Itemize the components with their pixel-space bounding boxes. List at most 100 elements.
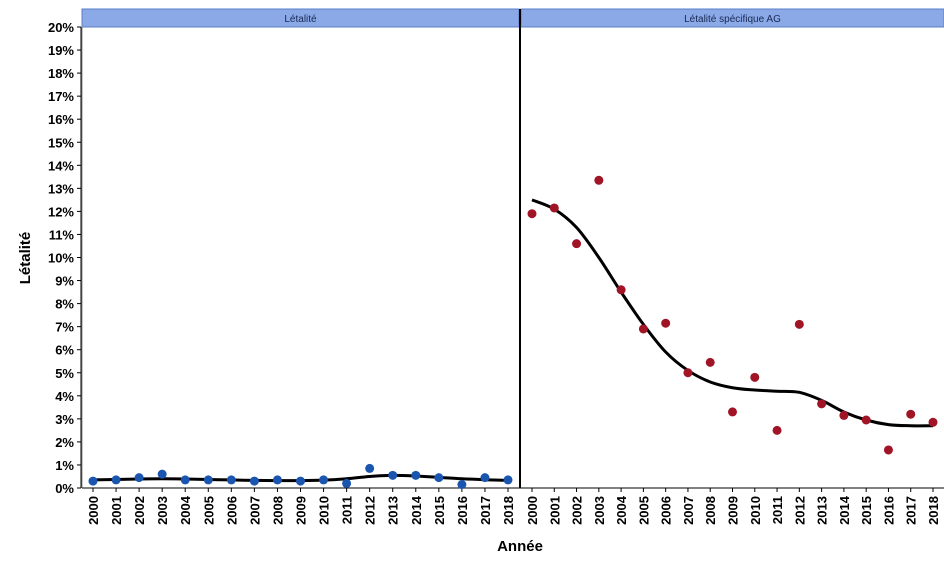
panel-title-2: Létalité spécifique AG (684, 14, 781, 25)
trend-lines (92, 198, 934, 483)
y-tick-label: 16% (48, 112, 74, 127)
x-tick-label: 2003 (592, 496, 607, 525)
data-point (572, 239, 582, 249)
data-point (839, 410, 849, 420)
x-tick-label: 2004 (614, 495, 629, 525)
trend-line-2 (531, 198, 934, 428)
data-point (180, 475, 190, 485)
data-point (728, 407, 737, 417)
y-tick-label: 19% (48, 43, 74, 58)
data-point (203, 475, 213, 485)
x-tick-label: 2009 (294, 496, 309, 525)
data-point (906, 409, 916, 419)
data-point (249, 476, 259, 486)
data-point (365, 463, 375, 473)
x-tick-label: 2002 (132, 496, 147, 525)
x-tick-label: 2011 (770, 496, 785, 524)
data-point (272, 475, 282, 485)
y-tick-label: 20% (48, 20, 74, 35)
x-tick-label: 2017 (904, 496, 919, 525)
data-points (88, 175, 938, 490)
x-tick-label: 2000 (525, 496, 540, 525)
data-point (457, 480, 467, 490)
panel-title-1: Létalité (284, 14, 317, 25)
data-point (683, 368, 693, 378)
x-tick-label: 2016 (455, 496, 470, 525)
data-point (594, 175, 604, 185)
x-tick-label: 2013 (386, 496, 401, 525)
x-tick-label: 2006 (659, 496, 674, 525)
panel-headers: Létalité Létalité spécifique AG (81, 8, 944, 28)
x-tick-label: 2018 (501, 496, 516, 525)
data-point (434, 473, 444, 483)
x-tick-label: 2010 (748, 496, 763, 525)
panel-frames (81, 9, 944, 489)
y-tick-label: 17% (48, 89, 74, 104)
data-point (616, 285, 626, 295)
y-axis-title: Létalité (17, 232, 34, 285)
x-tick-label: 2006 (224, 496, 239, 525)
data-point (861, 415, 871, 425)
x-tick-label: 2008 (703, 496, 718, 525)
y-tick-label: 2% (55, 435, 74, 450)
x-tick-label: 2011 (340, 496, 355, 524)
x-tick-label: 2015 (859, 496, 874, 525)
y-tick-label: 7% (55, 320, 74, 335)
data-point (549, 203, 559, 213)
y-tick-label: 1% (55, 458, 74, 473)
x-tick-label: 2012 (363, 496, 378, 525)
x-tick-label: 2014 (409, 495, 424, 525)
data-point (638, 324, 648, 334)
y-tick-label: 14% (48, 158, 74, 173)
data-point (480, 473, 490, 483)
data-point (88, 476, 98, 486)
y-tick-label: 8% (55, 297, 74, 312)
x-tick-label: 2004 (178, 495, 193, 525)
y-tick-label: 11% (49, 227, 75, 242)
x-tick-label: 2014 (837, 495, 852, 525)
data-point (319, 475, 329, 485)
x-tick-label: 2010 (317, 496, 332, 525)
data-point (226, 475, 236, 485)
data-point (794, 319, 804, 329)
data-point (111, 475, 121, 485)
x-tick-label: 2018 (926, 496, 941, 525)
x-tick-label: 2009 (726, 496, 741, 525)
data-point (342, 478, 352, 488)
x-tick-label: 2000 (86, 496, 101, 525)
data-point (928, 417, 938, 427)
y-tick-label: 4% (55, 389, 74, 404)
x-tick-label: 2001 (109, 496, 124, 525)
data-point (503, 475, 513, 485)
x-tick-label: 2008 (270, 496, 285, 525)
data-point (134, 473, 144, 483)
y-tick-label: 3% (55, 412, 74, 427)
x-tick-label: 2005 (201, 496, 216, 525)
x-axis-title: Année (497, 538, 543, 555)
data-point (750, 372, 760, 382)
y-tick-label: 12% (48, 204, 74, 219)
data-point (411, 470, 421, 480)
x-tick-label: 2003 (155, 496, 170, 525)
y-tick-label: 15% (48, 135, 74, 150)
x-axis: 2000 2001 2002 2003 2004 2005 2006 2007 2008 2009… (86, 488, 941, 525)
data-point (527, 209, 537, 219)
y-tick-label: 5% (55, 366, 74, 381)
data-point (388, 470, 398, 480)
data-point (772, 425, 782, 435)
y-tick-label: 10% (48, 251, 74, 266)
x-tick-label: 2007 (681, 496, 696, 525)
y-tick-label: 9% (55, 274, 74, 289)
y-tick-label: 6% (55, 343, 74, 358)
x-tick-label: 2002 (570, 496, 585, 525)
data-point (705, 357, 715, 367)
data-point (883, 445, 893, 455)
x-tick-label: 2005 (636, 496, 651, 525)
data-point (157, 469, 167, 479)
y-tick-label: 0% (55, 481, 74, 496)
x-tick-label: 2001 (547, 496, 562, 525)
x-tick-label: 2012 (792, 496, 807, 525)
x-tick-label: 2013 (815, 496, 830, 525)
